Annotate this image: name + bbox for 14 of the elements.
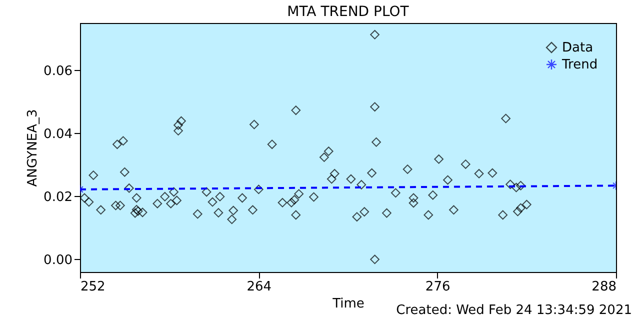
x-tick-label: 252 <box>80 280 106 294</box>
y-tick-label: 0.00 <box>44 252 72 268</box>
chart-title: MTA TREND PLOT <box>287 4 410 20</box>
legend-label: Data <box>562 40 594 56</box>
y-tick-label: 0.02 <box>44 190 72 205</box>
y-tick-label: 0.06 <box>44 64 72 79</box>
y-tick-label: 0.04 <box>44 126 72 142</box>
x-axis-title: Time <box>332 296 364 312</box>
x-tick-label: 276 <box>425 280 450 294</box>
y-axis-title: ANGYNEA_3 <box>26 109 41 187</box>
x-tick-label: 264 <box>246 280 272 294</box>
text: Created: Wed Feb 24 13:34:59 2021 <box>396 303 632 318</box>
x-tick-label: 288 <box>592 280 616 294</box>
legend-label: Trend <box>561 58 598 72</box>
